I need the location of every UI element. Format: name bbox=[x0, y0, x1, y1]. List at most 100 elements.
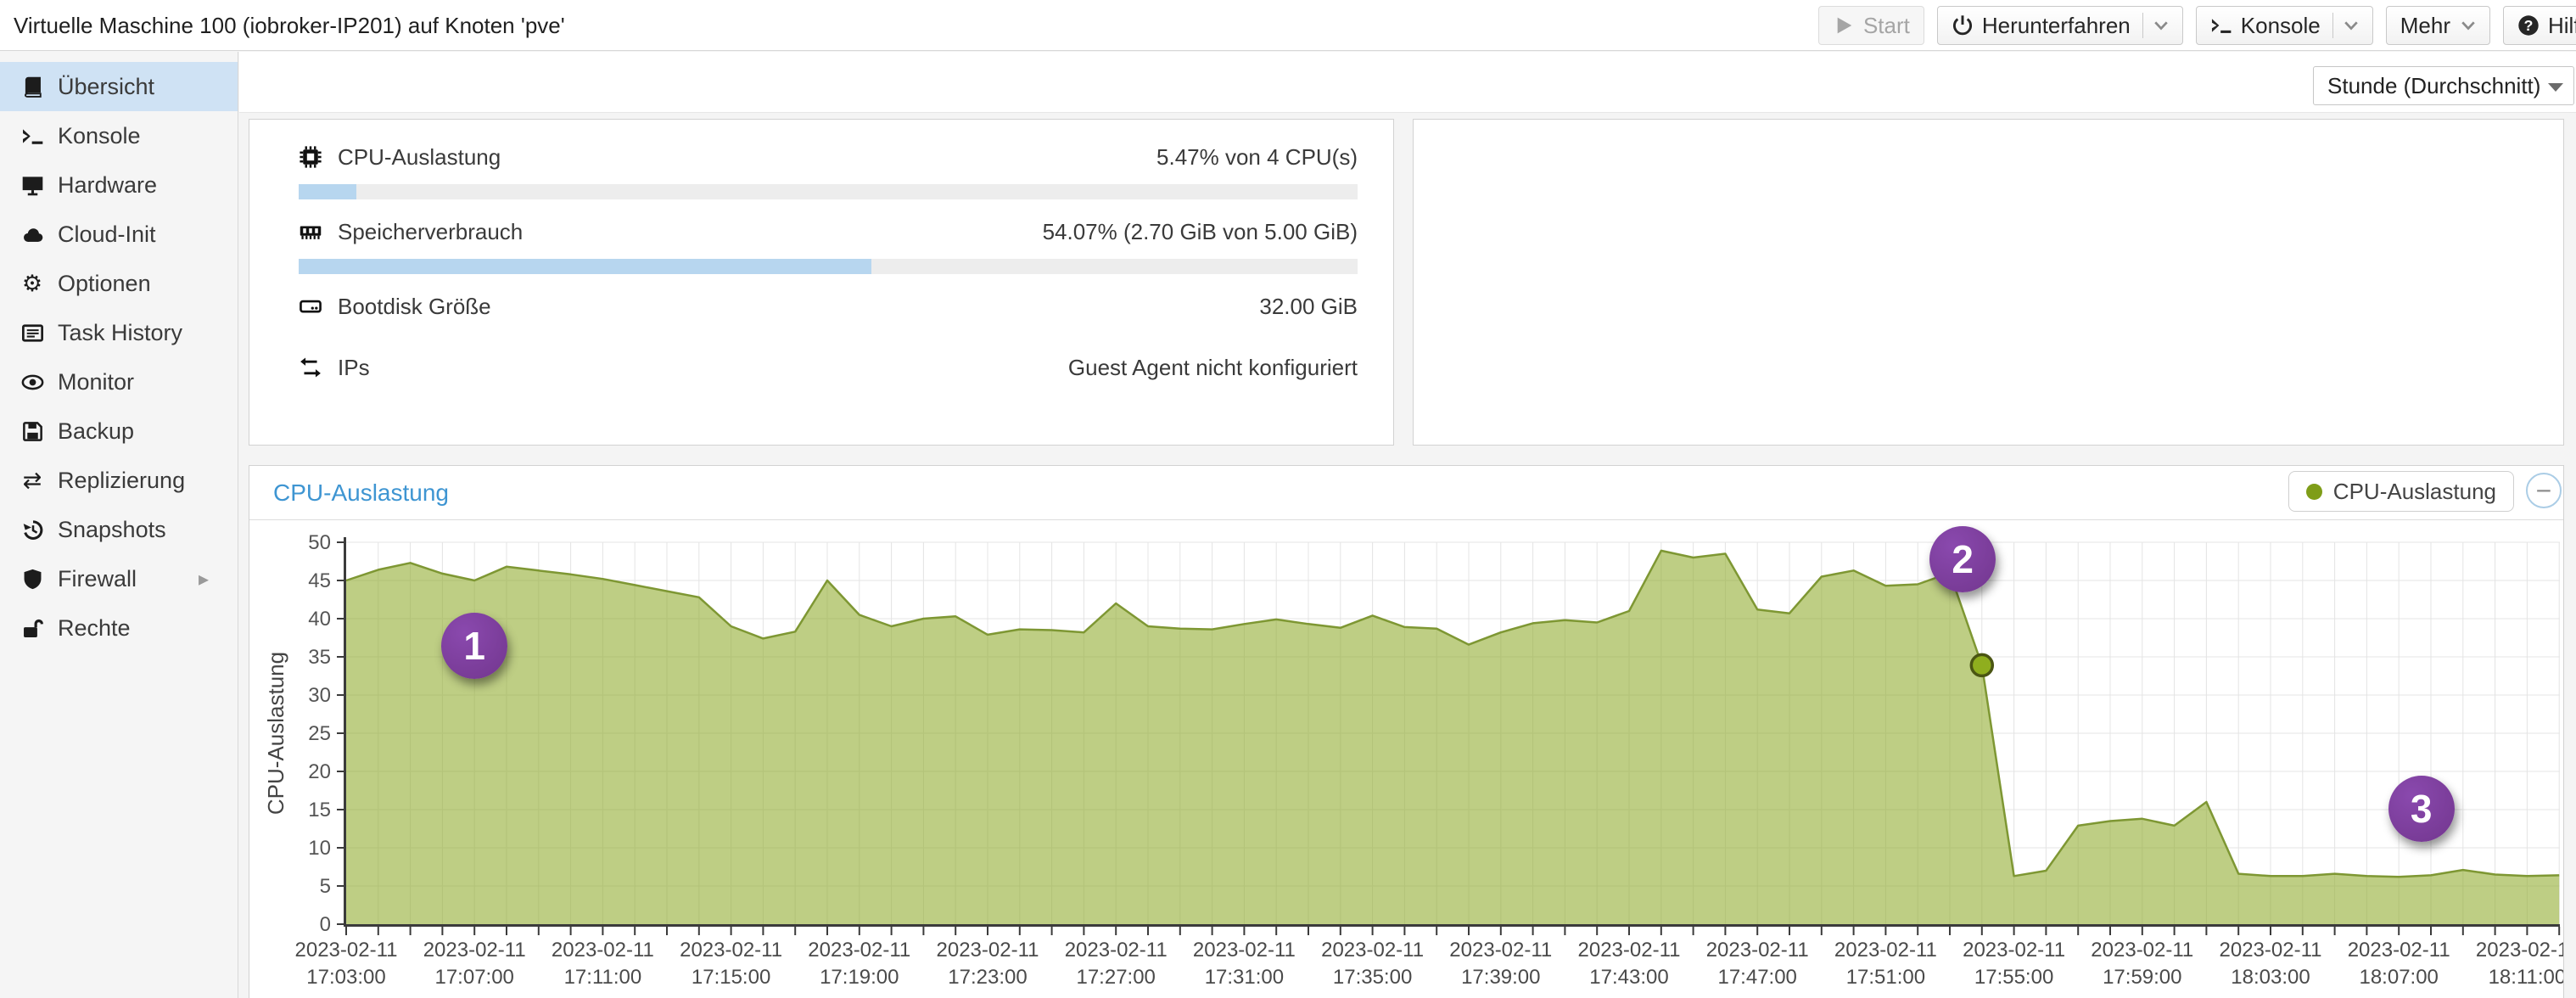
console-button-label: Konsole bbox=[2240, 12, 2321, 38]
shutdown-button[interactable]: Herunterfahren bbox=[1936, 6, 2183, 45]
svg-text:18:07:00: 18:07:00 bbox=[2359, 966, 2438, 989]
gear-icon: ⚙ bbox=[21, 270, 43, 297]
history-icon bbox=[19, 518, 46, 541]
collapse-chart-button[interactable]: − bbox=[2526, 473, 2562, 508]
sidebar-item-cloud-init[interactable]: Cloud-Init bbox=[0, 210, 238, 259]
page-title: Virtuelle Maschine 100 (iobroker-IP201) … bbox=[14, 13, 565, 38]
timeframe-select[interactable]: Stunde (Durchschnitt) bbox=[2313, 66, 2574, 105]
start-button[interactable]: Start bbox=[1817, 6, 1924, 45]
notes-panel bbox=[1413, 119, 2564, 446]
retweet-icon: ⇄ bbox=[22, 467, 42, 494]
eye-icon bbox=[19, 370, 46, 394]
sidebar-item-label: Monitor bbox=[58, 368, 135, 395]
hdd-icon bbox=[299, 294, 328, 318]
more-button-label: Mehr bbox=[2400, 12, 2450, 38]
status-row-hdd: Bootdisk Größe 32.00 GiB bbox=[299, 288, 1358, 325]
sidebar-item--bersicht[interactable]: Übersicht bbox=[0, 62, 238, 111]
content-area: Stunde (Durchschnitt) CPU-Auslastung 5.47… bbox=[239, 52, 2576, 998]
svg-text:17:47:00: 17:47:00 bbox=[1717, 966, 1796, 989]
svg-text:17:27:00: 17:27:00 bbox=[1076, 966, 1155, 989]
exchange-icon bbox=[299, 356, 328, 379]
toolbar: Start Herunterfahren Konsole Mehr ? Hilfe bbox=[1817, 6, 2576, 45]
terminal-icon bbox=[2210, 14, 2232, 36]
svg-text:2023-02-11: 2023-02-11 bbox=[2091, 939, 2193, 962]
sidebar-item-task-history[interactable]: Task History bbox=[0, 308, 238, 357]
help-icon: ? bbox=[2517, 14, 2540, 36]
svg-text:17:19:00: 17:19:00 bbox=[820, 966, 899, 989]
sidebar-item-label: Hardware bbox=[58, 171, 158, 198]
sidebar-item-rechte[interactable]: Rechte bbox=[0, 603, 238, 653]
start-button-label: Start bbox=[1862, 12, 1910, 38]
sidebar-item-hardware[interactable]: Hardware bbox=[0, 160, 238, 210]
svg-text:2023-02-11: 2023-02-11 bbox=[1449, 939, 1552, 962]
status-value: Guest Agent nicht konfiguriert bbox=[1067, 354, 1358, 380]
sidebar-item-konsole[interactable]: Konsole bbox=[0, 111, 238, 160]
svg-text:40: 40 bbox=[308, 608, 331, 631]
status-row-cpu: CPU-Auslastung 5.47% von 4 CPU(s) bbox=[299, 138, 1358, 176]
sidebar-item-label: Task History bbox=[58, 319, 183, 345]
cpu-progress-bar bbox=[299, 184, 1358, 199]
svg-text:17:59:00: 17:59:00 bbox=[2103, 966, 2181, 989]
svg-text:35: 35 bbox=[308, 646, 331, 669]
chevron-down-icon[interactable] bbox=[2344, 20, 2359, 31]
sidebar-item-snapshots[interactable]: Snapshots bbox=[0, 505, 238, 554]
annotation-badge-1: 1 bbox=[441, 613, 508, 680]
chevron-down-icon[interactable] bbox=[2461, 20, 2476, 31]
chart-legend-item[interactable]: CPU-Auslastung bbox=[2288, 471, 2514, 512]
list-icon bbox=[19, 321, 46, 345]
svg-text:17:55:00: 17:55:00 bbox=[1974, 966, 2053, 989]
svg-text:2023-02-11: 2023-02-11 bbox=[295, 939, 398, 962]
more-button[interactable]: Mehr bbox=[2385, 6, 2490, 45]
annotation-badge-2: 2 bbox=[1929, 525, 1996, 592]
svg-text:17:03:00: 17:03:00 bbox=[306, 966, 385, 989]
svg-text:2023-02-11: 2023-02-11 bbox=[1065, 939, 1168, 962]
svg-text:17:35:00: 17:35:00 bbox=[1333, 966, 1412, 989]
svg-text:2023-02-11: 2023-02-11 bbox=[552, 939, 654, 962]
sidebar-item-label: Cloud-Init bbox=[58, 221, 156, 247]
chevron-right-icon: ▸ bbox=[198, 567, 209, 591]
svg-text:5: 5 bbox=[320, 875, 331, 898]
svg-text:20: 20 bbox=[308, 760, 331, 783]
memory-icon bbox=[299, 220, 328, 244]
cpu-usage-area-chart: 0 5 10 15 20 25 30 35 40 45 50 CPU-Auslastung 2023-0… bbox=[263, 531, 2563, 989]
status-row-exchange: IPs Guest Agent nicht konfiguriert bbox=[299, 349, 1358, 386]
sidebar-item-backup[interactable]: Backup bbox=[0, 406, 238, 456]
sidebar-item-label: Konsole bbox=[58, 122, 141, 149]
svg-text:18:11:00: 18:11:00 bbox=[2489, 966, 2563, 989]
annotation-badge-3: 3 bbox=[2388, 776, 2455, 843]
svg-text:?: ? bbox=[2524, 17, 2534, 34]
unlock-icon bbox=[19, 616, 46, 640]
shield-icon bbox=[19, 567, 46, 591]
status-value: 54.07% (2.70 GiB von 5.00 GiB) bbox=[1042, 218, 1358, 244]
sidebar-item-monitor[interactable]: Monitor bbox=[0, 357, 238, 406]
sidebar-item-label: Rechte bbox=[58, 614, 131, 641]
sidebar-item-optionen[interactable]: ⚙ Optionen bbox=[0, 259, 238, 308]
chart-title: CPU-Auslastung bbox=[273, 479, 449, 506]
status-label: Bootdisk Größe bbox=[338, 293, 491, 319]
legend-dot-icon bbox=[2305, 483, 2322, 500]
svg-text:17:39:00: 17:39:00 bbox=[1461, 966, 1540, 989]
svg-text:2023-02-11: 2023-02-11 bbox=[1578, 939, 1681, 962]
status-value: 5.47% von 4 CPU(s) bbox=[1156, 143, 1358, 170]
cloud-icon bbox=[19, 222, 46, 246]
svg-text:2023-02-11: 2023-02-11 bbox=[1321, 939, 1424, 962]
chart-plot-area[interactable]: 0 5 10 15 20 25 30 35 40 45 50 CPU-Auslastung 2023-0… bbox=[249, 519, 2563, 998]
help-button[interactable]: ? Hilfe bbox=[2502, 6, 2576, 45]
svg-text:18:03:00: 18:03:00 bbox=[2231, 966, 2310, 989]
svg-text:17:15:00: 17:15:00 bbox=[692, 966, 770, 989]
sidebar-item-replizierung[interactable]: ⇄ Replizierung bbox=[0, 456, 238, 505]
cpu-usage-chart-panel: CPU-Auslastung CPU-Auslastung − 0 5 10 15 20… bbox=[249, 465, 2564, 998]
svg-text:17:43:00: 17:43:00 bbox=[1589, 966, 1668, 989]
console-button[interactable]: Konsole bbox=[2195, 6, 2373, 45]
sidebar-item-firewall[interactable]: Firewall ▸ bbox=[0, 554, 238, 603]
memory-progress-bar bbox=[299, 259, 1358, 274]
sidebar-item-label: Übersicht bbox=[58, 73, 155, 99]
floppy-icon bbox=[19, 419, 46, 443]
status-label: CPU-Auslastung bbox=[338, 143, 501, 170]
row-spacer bbox=[249, 325, 1393, 349]
chevron-down-icon[interactable] bbox=[2153, 20, 2169, 31]
sidebar-item-label: Firewall bbox=[58, 565, 137, 592]
status-row-memory: Speicherverbrauch 54.07% (2.70 GiB von 5.… bbox=[299, 213, 1358, 250]
play-icon bbox=[1833, 14, 1855, 36]
svg-text:2023-02-11: 2023-02-11 bbox=[680, 939, 782, 962]
